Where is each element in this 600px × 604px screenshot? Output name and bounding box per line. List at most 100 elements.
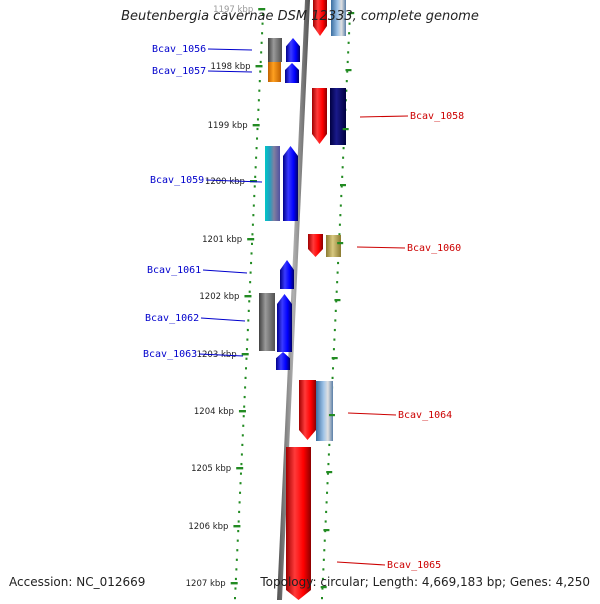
right-dot-track xyxy=(340,185,343,188)
right-dot-track xyxy=(321,587,324,590)
left-dot-track xyxy=(238,501,241,504)
left-dot-track xyxy=(259,70,262,73)
tick-label: 1200 kbp xyxy=(205,177,245,187)
right-dot-track xyxy=(324,520,327,523)
right-dot-track xyxy=(339,214,342,217)
gene-forward-arrow xyxy=(276,352,290,370)
right-dot-track xyxy=(331,376,334,380)
left-dot-track xyxy=(252,214,255,217)
left-dot-track xyxy=(256,137,259,140)
tick-mark-right xyxy=(337,242,344,245)
gene-block xyxy=(268,38,282,62)
right-dot-track xyxy=(337,261,340,265)
gene-forward-arrow xyxy=(280,260,294,289)
left-dot-track xyxy=(254,166,257,169)
accession-text: Accession: NC_012669 xyxy=(9,575,146,589)
gene-block xyxy=(330,88,346,145)
right-dot-track xyxy=(336,271,339,274)
left-dot-track xyxy=(245,357,248,360)
topology-text: Topology: circular; Length: 4,669,183 bp… xyxy=(260,575,590,589)
gene-label-right[interactable]: Bcav_1064 xyxy=(398,410,452,421)
tick-label: 1202 kbp xyxy=(199,292,239,302)
left-dot-track xyxy=(257,99,260,102)
right-dot-track xyxy=(326,491,329,494)
left-dot-track xyxy=(237,529,240,533)
gene-label-right[interactable]: Bcav_1058 xyxy=(410,111,464,122)
gene-block xyxy=(268,62,281,82)
left-dot-track xyxy=(250,252,253,255)
left-dot-track xyxy=(256,118,259,121)
gene-block xyxy=(316,381,333,441)
gene-forward-arrow xyxy=(283,146,298,221)
tick-mark xyxy=(247,238,255,241)
gene-reverse-arrow xyxy=(308,234,323,257)
tick-label: 1201 kbp xyxy=(202,235,242,245)
tick-mark-right xyxy=(339,184,346,187)
left-dot-track xyxy=(244,386,247,389)
right-dot-track xyxy=(333,328,336,332)
gene-labels: Bcav_1056 Bcav_1057 Bcav_1059 Bcav_1061 Bcav… xyxy=(143,44,464,571)
left-dot-track xyxy=(256,127,259,131)
right-dot-track xyxy=(334,319,337,322)
right-dot-track xyxy=(335,290,338,293)
left-dot-track xyxy=(242,424,245,427)
gene-label-leader xyxy=(347,412,397,416)
tick-mark xyxy=(255,65,263,68)
gene-label-left[interactable]: Bcav_1063 xyxy=(143,349,197,360)
gene-forward-arrow xyxy=(286,38,300,62)
left-dot-track xyxy=(259,60,262,64)
left-dot-track xyxy=(260,51,263,54)
tick-label: 1204 kbp xyxy=(194,407,234,417)
left-dot-track xyxy=(257,108,260,111)
left-dot-track xyxy=(235,568,238,571)
left-dot-track xyxy=(239,491,242,494)
right-dot-track xyxy=(325,510,328,514)
left-dot-track xyxy=(248,300,251,303)
right-dot-track xyxy=(338,223,341,226)
gene-label-right[interactable]: Bcav_1060 xyxy=(407,243,461,254)
gene-label-leader xyxy=(356,246,406,249)
right-dot-track xyxy=(328,443,331,447)
right-dot-track xyxy=(339,204,342,207)
gene-label-leader xyxy=(207,70,253,73)
left-dot-track xyxy=(261,22,264,25)
gene-block xyxy=(331,0,346,36)
tick-mark-right xyxy=(342,128,349,131)
right-dot-track xyxy=(347,51,350,54)
left-dot-track xyxy=(255,147,258,150)
gene-reverse-arrow xyxy=(312,88,327,144)
left-dot-track xyxy=(234,587,237,590)
left-dot-track xyxy=(236,539,239,542)
gene-label-left[interactable]: Bcav_1059 xyxy=(150,175,204,186)
left-dot-track xyxy=(252,204,255,207)
gene-label-left[interactable]: Bcav_1056 xyxy=(152,44,206,55)
right-dot-track xyxy=(348,32,351,35)
tick-mark-right xyxy=(334,299,341,302)
left-dot-track xyxy=(243,395,246,399)
tick-mark xyxy=(258,8,266,11)
gene-label-left[interactable]: Bcav_1061 xyxy=(147,265,201,276)
left-dot-track xyxy=(240,462,243,466)
gene-label-left[interactable]: Bcav_1057 xyxy=(152,66,206,77)
left-dot-track xyxy=(234,597,236,600)
right-dot-track xyxy=(345,89,348,92)
gene-block xyxy=(259,293,275,351)
left-dot-track xyxy=(262,13,264,16)
left-dot-track xyxy=(239,482,242,485)
right-dot-track xyxy=(332,367,335,370)
gene-label-left[interactable]: Bcav_1062 xyxy=(145,313,199,324)
right-dot-track xyxy=(345,80,348,83)
gene-label-leader xyxy=(198,353,244,357)
right-dot-track xyxy=(326,472,329,475)
gene-reverse-arrow xyxy=(313,0,327,36)
tick-label: 1197 kbp xyxy=(213,5,253,15)
right-dot-track xyxy=(340,194,343,198)
right-dot-track xyxy=(342,147,345,150)
left-dot-track xyxy=(245,348,248,351)
genome-backbone xyxy=(277,0,310,600)
right-dot-track xyxy=(323,539,326,542)
gene-label-leader xyxy=(205,179,263,183)
left-dot-track xyxy=(236,549,239,552)
gene-label-right[interactable]: Bcav_1065 xyxy=(387,560,441,571)
